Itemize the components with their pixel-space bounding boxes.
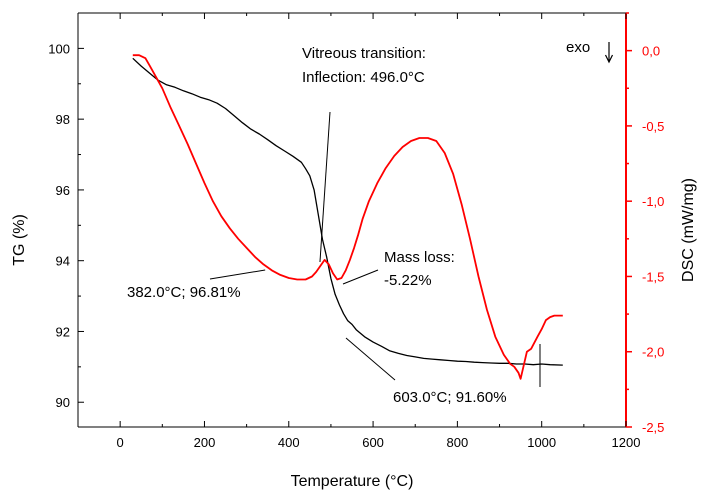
y-left-tick-label: 92 [56, 324, 70, 339]
leader-mass-loss [342, 269, 379, 285]
annotation-exo: exo [566, 39, 590, 56]
y-left-tick-label: 94 [56, 254, 70, 269]
y-right-tick-label: -2,5 [642, 420, 664, 435]
leader-lines [209, 111, 541, 387]
annotation-vitreous-title: Vitreous transition: [302, 45, 426, 62]
x-axis: 0 200 400 600 800 1000 1200 [77, 13, 641, 450]
y-left-tick-label: 90 [56, 395, 70, 410]
tg-series-line [132, 57, 563, 366]
x-tick-label: 800 [447, 435, 469, 450]
x-tick-label: 200 [194, 435, 216, 450]
dsc-series-line [132, 54, 563, 380]
leader-vitreous [319, 111, 331, 263]
x-axis-title: Temperature (°C) [291, 473, 414, 490]
annotation-point-603: 603.0°C; 91.60% [393, 389, 507, 406]
x-tick-label: 1000 [527, 435, 556, 450]
annotation-mass-loss-title: Mass loss: [384, 249, 455, 266]
x-tick-label: 400 [278, 435, 300, 450]
y-left-tick-label: 100 [48, 41, 70, 56]
y-left-tick-label: 98 [56, 112, 70, 127]
y-right-axis-title: DSC (mW/mg) [680, 178, 697, 282]
y-right-tick-label: -2,0 [642, 345, 664, 360]
x-tick-label: 1200 [612, 435, 641, 450]
y-right-axis: 0,0 -0,5 -1,0 -1,5 -2,0 -2,5 [626, 12, 664, 435]
annotation-vitreous-inflection: Inflection: 496.0°C [302, 69, 425, 86]
x-tick-label: 0 [117, 435, 124, 450]
y-right-tick-label: -1,0 [642, 194, 664, 209]
y-left-tick-label: 96 [56, 183, 70, 198]
series-layer [132, 54, 563, 380]
y-right-tick-label: -0,5 [642, 119, 664, 134]
annotation-mass-loss-value: -5.22% [384, 272, 432, 289]
annotation-point-382: 382.0°C; 96.81% [127, 284, 241, 301]
y-right-tick-label: -1,5 [642, 269, 664, 284]
x-tick-label: 600 [362, 435, 384, 450]
exo-arrow-icon [604, 42, 614, 64]
y-right-tick-label: 0,0 [642, 44, 660, 59]
leader-point-382 [209, 269, 266, 280]
leader-point-603 [345, 337, 396, 381]
y-left-axis: 90 92 94 96 98 100 [48, 41, 84, 410]
y-left-axis-title: TG (%) [11, 214, 28, 266]
plot-frame [77, 12, 627, 428]
